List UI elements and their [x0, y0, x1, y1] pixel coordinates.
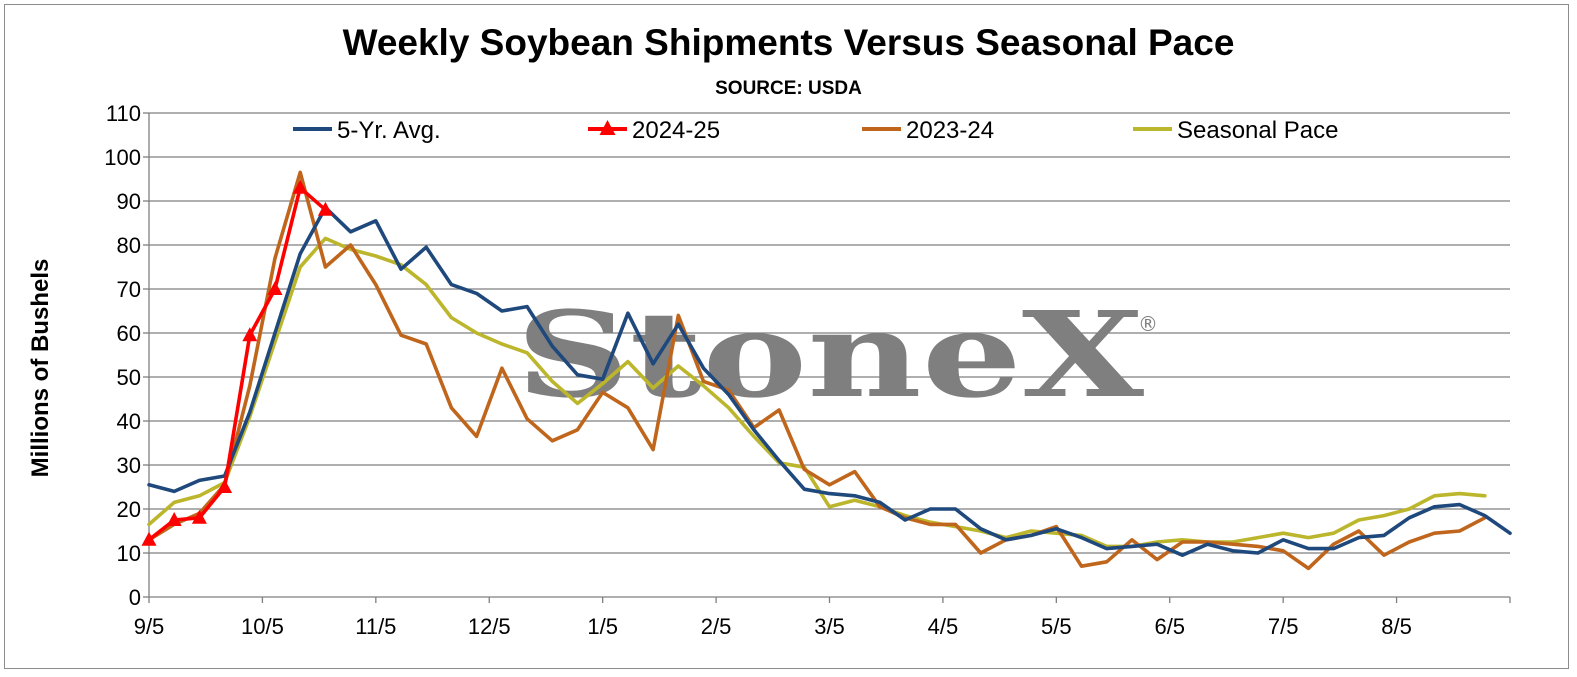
x-tick-label: 11/5 — [355, 614, 396, 639]
x-tick-label: 2/5 — [701, 614, 732, 639]
y-tick-label: 50 — [117, 365, 141, 390]
data-point-marker — [191, 509, 207, 524]
x-tick-label: 8/5 — [1381, 614, 1412, 639]
data-point-marker — [166, 512, 182, 526]
x-tick-label: 3/5 — [814, 614, 845, 639]
legend-label: 2024-25 — [632, 117, 720, 144]
series-layer — [141, 170, 1512, 571]
x-tick-label: 12/5 — [468, 614, 511, 639]
y-tick-label: 100 — [104, 145, 141, 170]
y-tick-label: 30 — [117, 453, 141, 478]
x-tick-label: 9/5 — [134, 614, 165, 639]
y-tick-label: 40 — [117, 409, 141, 434]
watermark: StoneX — [516, 285, 1145, 424]
data-point-marker — [267, 281, 283, 295]
chart-title: Weekly Soybean Shipments Versus Seasonal… — [342, 22, 1235, 63]
x-tick-label: 1/5 — [587, 614, 618, 639]
y-tick-label: 90 — [117, 189, 141, 214]
data-point-marker — [292, 179, 308, 194]
series-line — [147, 186, 328, 542]
gridlines — [149, 112, 1510, 554]
x-tick-label: 5/5 — [1041, 614, 1072, 639]
legend-marker — [599, 120, 616, 135]
data-point-marker — [317, 201, 333, 216]
y-tick-label: 70 — [117, 277, 141, 302]
data-point-marker — [217, 479, 233, 493]
y-tick-label: 0 — [129, 585, 141, 610]
legend-label: 2023-24 — [906, 117, 994, 144]
chart-subtitle: SOURCE: USDA — [715, 78, 862, 99]
y-tick-label: 110 — [106, 101, 141, 126]
data-point-marker — [141, 531, 157, 546]
legend: 5-Yr. Avg. 2024-25 2023-24 Seasonal Pace — [293, 117, 1338, 144]
axes: 0 10 20 30 40 50 60 70 80 90 100 110 9/5 10/5 11/5 12/5… — [104, 101, 1511, 639]
data-point-marker — [242, 327, 258, 342]
series-line — [147, 170, 1487, 571]
y-tick-label: 80 — [117, 233, 141, 258]
y-tick-label: 60 — [117, 321, 141, 346]
watermark-registered-mark: ® — [1138, 312, 1158, 336]
x-tick-label: 10/5 — [241, 614, 284, 639]
x-tick-label: 7/5 — [1268, 614, 1299, 639]
legend-label: 5-Yr. Avg. — [337, 117, 441, 144]
series-line — [147, 205, 1512, 558]
y-tick-label: 20 — [117, 497, 141, 522]
chart-frame — [4, 4, 1569, 669]
y-tick-label: 10 — [117, 541, 141, 566]
series-line — [147, 236, 1487, 549]
legend-label: Seasonal Pace — [1177, 117, 1338, 144]
x-tick-label: 6/5 — [1154, 614, 1185, 639]
x-tick-label: 4/5 — [928, 614, 959, 639]
